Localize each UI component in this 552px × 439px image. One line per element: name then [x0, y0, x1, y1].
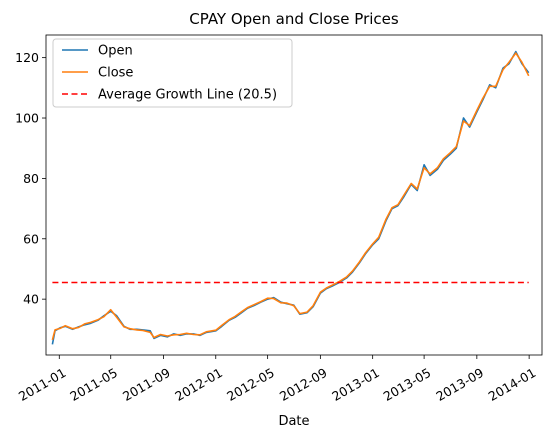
legend-label-open: Open — [98, 44, 133, 59]
plot-frame — [45, 34, 543, 356]
series-close — [51, 52, 530, 341]
legend-label-average-growth-line-20-5: Average Growth Line (20.5) — [98, 88, 277, 103]
plot-area — [45, 34, 543, 356]
x-axis-label: Date — [278, 414, 309, 429]
legend: Open Close Average Growth Line (20.5) — [52, 38, 293, 108]
y-tick-label: 100 — [15, 111, 39, 126]
legend-box — [52, 38, 293, 108]
chart-title: CPAY Open and Close Prices — [189, 10, 399, 28]
y-axis: 40 60 80 100 120 — [15, 50, 46, 307]
legend-label-close: Close — [98, 66, 133, 81]
y-tick-label: 40 — [23, 292, 39, 307]
y-tick-label: 120 — [15, 50, 39, 65]
series-layer — [51, 50, 530, 345]
y-tick-label: 80 — [23, 171, 39, 186]
y-tick-label: 60 — [23, 231, 39, 246]
